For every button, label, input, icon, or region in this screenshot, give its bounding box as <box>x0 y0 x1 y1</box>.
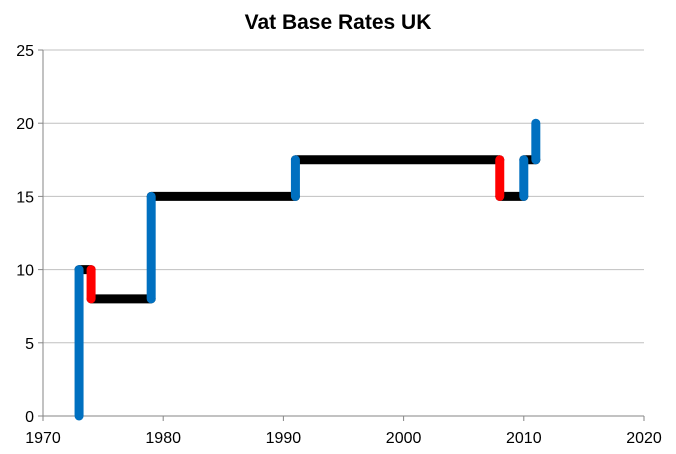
x-tick-label: 2020 <box>626 430 662 447</box>
gridlines <box>43 49 644 344</box>
x-tick-label: 2010 <box>506 430 542 447</box>
y-tick-label: 0 <box>25 409 34 426</box>
y-tick-label: 25 <box>16 43 34 60</box>
y-tick-label: 5 <box>25 336 34 353</box>
x-tick-label: 1970 <box>25 430 61 447</box>
x-tick-label: 1990 <box>266 430 302 447</box>
x-tick-label: 1980 <box>145 430 181 447</box>
y-tick-label: 10 <box>16 263 34 280</box>
axes <box>38 49 645 421</box>
series-rate-decreases <box>86 155 505 304</box>
x-tick-labels: 1970 1980 1990 2000 2010 2020 <box>25 430 662 447</box>
plot-area <box>74 118 541 421</box>
y-tick-label: 15 <box>16 189 34 206</box>
series-rate-increases <box>74 118 541 421</box>
y-tick-label: 20 <box>16 116 34 133</box>
chart-title: Vat Base Rates UK <box>245 11 432 34</box>
y-tick-labels: 0 5 10 15 20 25 <box>16 43 34 426</box>
x-tick-label: 2000 <box>386 430 422 447</box>
